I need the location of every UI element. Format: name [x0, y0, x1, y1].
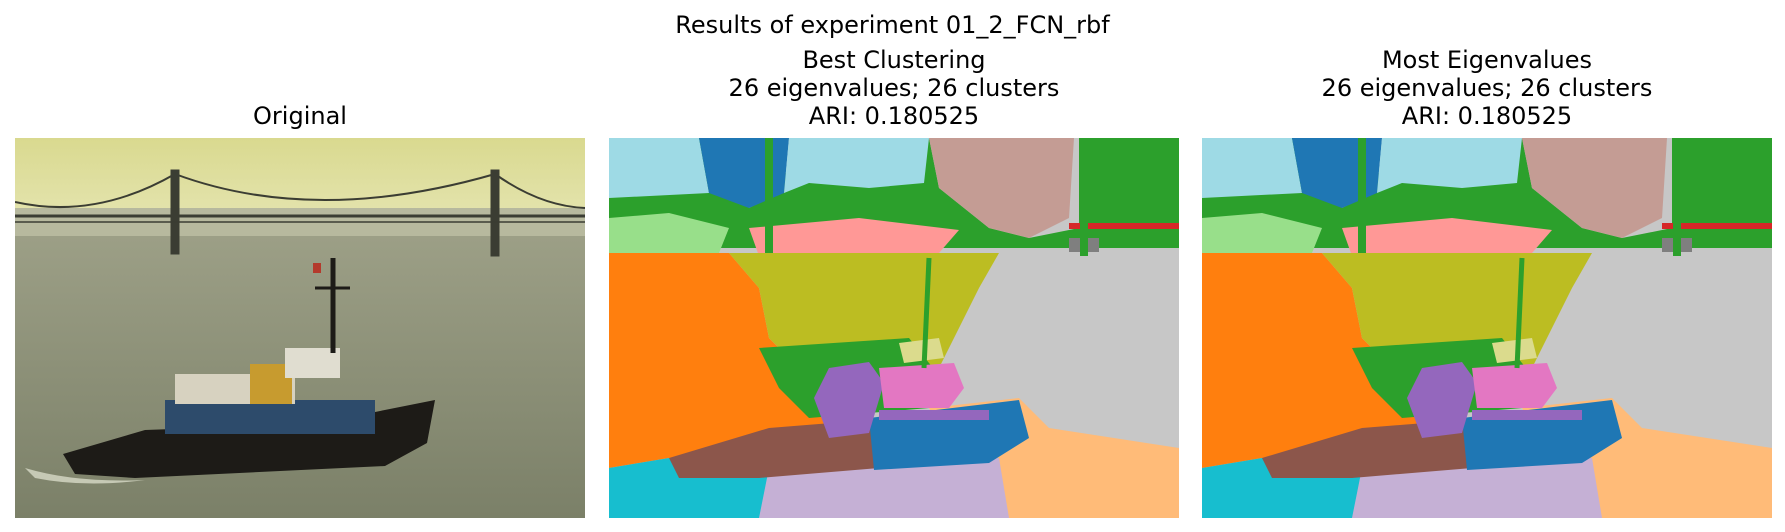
- panel-title-line: Best Clustering: [802, 46, 986, 74]
- cluster-region: [609, 213, 729, 253]
- cluster-region: [1377, 138, 1522, 193]
- most-eigenvalues-panel: [1202, 138, 1772, 518]
- cluster-region: [1514, 257, 1525, 369]
- cluster-region: [609, 138, 709, 198]
- cluster-region: [609, 138, 1179, 248]
- cluster-region: [1472, 363, 1557, 408]
- cluster-region: [1662, 223, 1772, 229]
- panel-title-most-eigenvalues: Most Eigenvalues 26 eigenvalues; 26 clus…: [1202, 46, 1772, 130]
- segmentation-map: [609, 138, 1179, 518]
- cluster-region: [814, 362, 884, 438]
- panel-title-line: 26 eigenvalues; 26 clusters: [1321, 74, 1653, 102]
- cluster-region: [1352, 458, 1602, 518]
- original-image-panel: [15, 138, 585, 518]
- cluster-region: [1262, 420, 1472, 478]
- cluster-region: [899, 338, 944, 363]
- wake: [25, 468, 145, 484]
- skyline: [15, 208, 585, 238]
- best-clustering-panel: [609, 138, 1179, 518]
- cluster-region: [749, 218, 959, 256]
- cluster-region: [921, 257, 932, 369]
- panel-title-line: ARI: 0.180525: [808, 102, 980, 130]
- cluster-region: [1202, 253, 1432, 468]
- cluster-region: [784, 138, 929, 193]
- cluster-region: [669, 420, 879, 478]
- panel-title-best-clustering: Best Clustering 26 eigenvalues; 26 clust…: [609, 46, 1179, 130]
- cluster-region: [1492, 338, 1537, 363]
- figure-suptitle: Results of experiment 01_2_FCN_rbf: [675, 11, 1110, 39]
- tugboat: [63, 258, 435, 478]
- segmentation-map: [1202, 138, 1772, 518]
- cluster-region: [1522, 138, 1667, 238]
- cluster-region: [1342, 218, 1552, 256]
- panel-title-line: ARI: 0.180525: [1401, 102, 1573, 130]
- bridge: [15, 169, 585, 257]
- cluster-region: [1069, 223, 1179, 229]
- cluster-region: [879, 363, 964, 408]
- cluster-region: [929, 138, 1074, 238]
- original-photo: [15, 138, 585, 518]
- cluster-region: [609, 253, 839, 468]
- panel-title-line: 26 eigenvalues; 26 clusters: [728, 74, 1060, 102]
- cluster-region: [1202, 138, 1772, 248]
- cluster-region: [1472, 410, 1582, 420]
- cluster-region: [1202, 213, 1322, 253]
- cluster-region: [759, 458, 1009, 518]
- panel-title-line: Most Eigenvalues: [1381, 46, 1593, 74]
- cluster-region: [879, 410, 989, 420]
- panel-title-original: Original: [15, 102, 585, 130]
- cluster-region: [1202, 138, 1302, 198]
- cluster-region: [1407, 362, 1477, 438]
- panel-title-line: Original: [253, 102, 347, 130]
